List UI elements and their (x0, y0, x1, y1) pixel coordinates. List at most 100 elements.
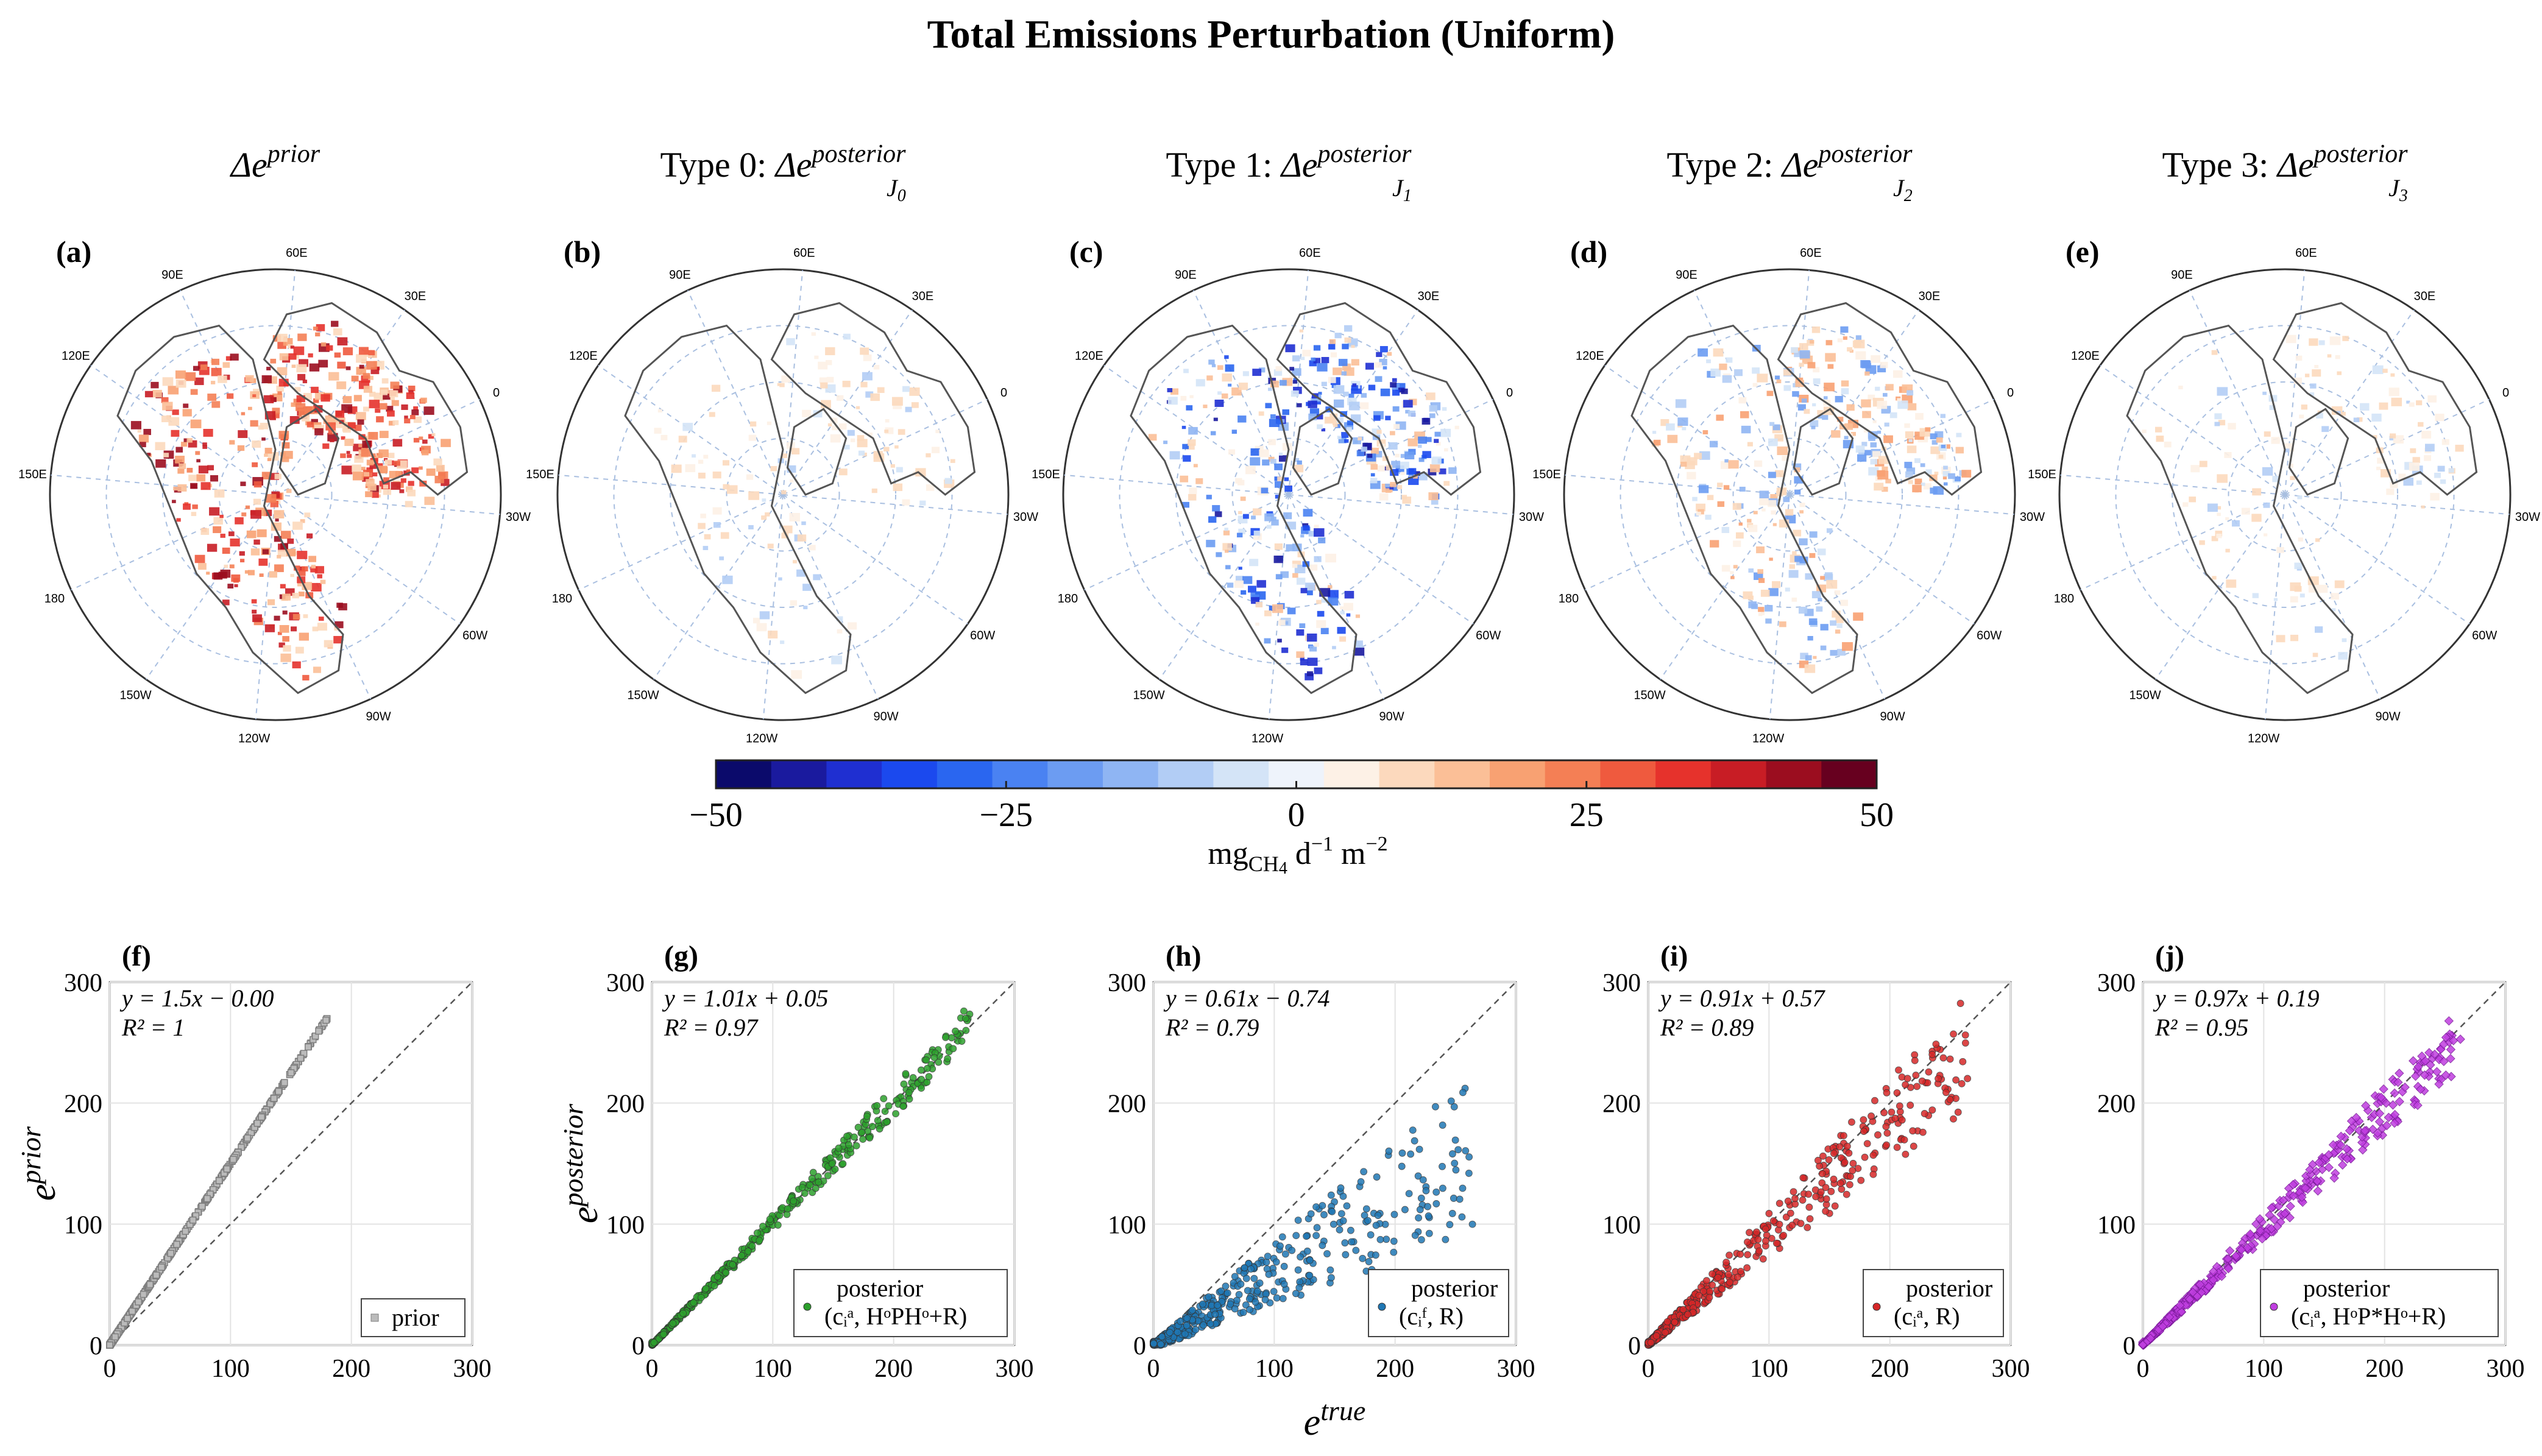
map-pixel (1385, 488, 1392, 493)
data-point (253, 1120, 261, 1127)
map-coastline (1777, 302, 1983, 496)
map-pixel (355, 412, 366, 420)
data-point (1367, 1231, 1375, 1239)
data-point (1339, 1217, 1347, 1225)
map-pixel (1961, 470, 1972, 478)
map-pixel (210, 475, 219, 482)
map-pixel (698, 459, 704, 464)
data-point (1372, 1251, 1379, 1259)
data-point (1857, 1176, 1865, 1184)
data-point (1280, 1262, 1288, 1270)
map-pixel (1882, 486, 1888, 492)
map-pixel (2276, 546, 2284, 553)
data-point (1411, 1231, 1419, 1239)
map-pixel (193, 366, 200, 371)
map-pixel (407, 489, 416, 497)
map-pixel (1278, 620, 1286, 626)
scatter-xtick-label: 200 (1871, 1355, 1909, 1383)
map-pixel (291, 626, 297, 632)
data-point (1439, 1122, 1446, 1129)
data-point (1831, 1202, 1839, 1210)
data-point (1327, 1274, 1335, 1282)
map-pixel (300, 519, 305, 523)
map-pixel (320, 579, 326, 584)
map-meridian (578, 494, 784, 591)
map-pixel (1277, 420, 1283, 425)
colorbar-cell (1323, 760, 1380, 788)
map-panel: Type 3: ΔeposteriorJ3(e)90E60E30E030W60W… (2028, 140, 2540, 745)
map-pixel (1407, 438, 1418, 447)
map-title-sub-index: 2 (1904, 186, 1913, 205)
legend-label: posterior (2303, 1274, 2390, 1302)
map-pixel (279, 353, 289, 361)
data-point (1281, 1250, 1289, 1258)
map-pixel (426, 468, 436, 476)
map-meridian (2154, 494, 2285, 680)
data-point (1706, 1287, 1713, 1295)
data-point (1424, 1203, 1431, 1210)
map-pixel (392, 439, 403, 447)
map-pixel (1938, 454, 1944, 459)
data-point (1398, 1149, 1406, 1157)
map-lon-label: 90E (669, 268, 691, 281)
map-pixel (1148, 434, 1157, 441)
map-pixel (2207, 503, 2218, 512)
map-pixel (143, 429, 151, 436)
map-pixel (1667, 434, 1678, 444)
map-pixel (245, 375, 254, 383)
map-pixel (1277, 476, 1283, 481)
map-pixel (1237, 479, 1245, 486)
map-pixel (230, 538, 240, 546)
data-point (106, 1341, 113, 1349)
map-pixel (1861, 399, 1871, 408)
map-pixel (1314, 643, 1320, 647)
map-pixel (1400, 461, 1409, 469)
one-to-one-line (1153, 981, 1517, 1346)
map-title-sup: posterior (1817, 140, 1913, 168)
map-pixel (331, 320, 339, 327)
map-title-base: Δe (1280, 145, 1318, 185)
map-pixel (1915, 412, 1924, 420)
map-pixel (261, 375, 272, 384)
map-pixel (1832, 610, 1841, 618)
map-pixel (1309, 564, 1318, 571)
map-pixel (1249, 559, 1259, 567)
data-point (1294, 1266, 1302, 1274)
map-pixel (1313, 345, 1321, 351)
map-pixel (1195, 478, 1203, 484)
map-pixel (400, 478, 406, 483)
data-point (287, 1069, 295, 1076)
map-pixel (240, 481, 246, 486)
map-pixel (2214, 413, 2222, 420)
map-meridian (51, 474, 276, 495)
map-pixel (1774, 375, 1780, 380)
map-pixel (1303, 509, 1313, 517)
map-pixel (678, 436, 687, 443)
map-pixel (1757, 569, 1764, 574)
data-point (710, 1282, 718, 1290)
map-pixel (1442, 407, 1447, 411)
map-pixel (1738, 397, 1747, 404)
map-pixel (1818, 415, 1822, 419)
map-pixel (2154, 426, 2162, 433)
map-pixel (406, 392, 415, 399)
map-meridian (1064, 474, 1289, 495)
data-point (1385, 1147, 1393, 1155)
map-pixel (1309, 360, 1317, 367)
map-pixel (1830, 649, 1838, 656)
map-pixel (759, 611, 770, 620)
map-lon-label: 60E (1800, 247, 1822, 260)
data-point (1909, 1127, 1917, 1135)
map-pixel (144, 391, 153, 398)
map-pixel (2338, 652, 2348, 660)
map-pixel (257, 529, 267, 537)
map-pixel (2309, 338, 2318, 346)
map-coastline (116, 324, 344, 694)
map-meridian (2284, 494, 2470, 625)
map-pixel (1818, 598, 1822, 602)
map-pixel (270, 358, 277, 364)
data-point (809, 1168, 817, 1176)
map-pixel (1836, 649, 1846, 656)
map-pixel (1717, 501, 1725, 507)
map-pixel (1823, 396, 1828, 400)
